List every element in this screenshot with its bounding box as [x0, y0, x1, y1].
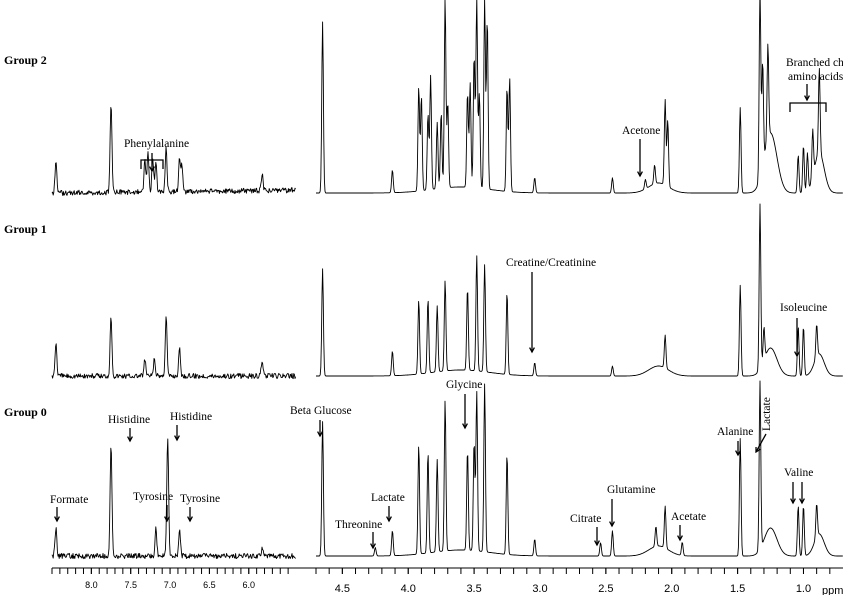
x-tick-label: 6.0	[243, 580, 256, 590]
x-axis: 8.0 7.5 7.0 6.5 6.0 4.5 4.0 3.5 3.0 2.5 2.0 1.5 1.0 …	[51, 567, 843, 595]
spectrum-group-0-left	[51, 438, 296, 560]
annotation-arrowhead	[370, 543, 376, 550]
x-tick-label: 1.0	[796, 583, 811, 595]
annotation-acetate: Acetate	[671, 511, 706, 523]
x-axis-ticks: 8.0 7.5 7.0 6.5 6.0 4.5 4.0 3.5 3.0 2.5 2.0 1.5 1.0	[51, 568, 831, 595]
annotation-arrowhead	[149, 166, 155, 173]
annotation-arrowhead	[799, 498, 805, 505]
annotation-arrowhead	[755, 446, 761, 454]
annotation-arrowhead	[462, 423, 468, 430]
x-tick-label: 8.0	[85, 580, 98, 590]
x-axis-unit: ppm	[822, 585, 843, 595]
annotation-valine: Valine	[784, 467, 813, 479]
annotation-arrowhead	[794, 351, 800, 358]
x-tick-label: 2.0	[664, 583, 679, 595]
annotation-isoleucine: Isoleucine	[780, 302, 827, 314]
x-tick-label: 1.5	[730, 583, 745, 595]
annotation-phenylalanine: Phenylalanine	[124, 138, 189, 150]
annotation-bracket	[789, 102, 827, 112]
annotation-arrowhead	[529, 347, 535, 354]
annotation-arrowhead	[609, 521, 615, 528]
annotation-arrowhead	[804, 95, 810, 102]
annotation-citrate: Citrate	[570, 513, 601, 525]
annotation-arrowhead	[735, 450, 741, 457]
annotation-formate: Formate	[50, 494, 88, 506]
annotation-branched-chain: Branched chain	[786, 57, 843, 69]
annotation-beta-glucose: Beta Glucose	[290, 405, 352, 417]
x-tick-label: 6.5	[203, 580, 216, 590]
annotation-arrowhead	[677, 535, 683, 542]
annotation-arrowhead	[164, 516, 170, 523]
group-0-label: Group 0	[4, 405, 47, 419]
annotation-threonine: Threonine	[335, 519, 382, 531]
spectrum-group-1-right	[316, 203, 843, 377]
spectra-layer	[51, 0, 843, 560]
annotation-arrowhead	[187, 516, 193, 523]
annotation-histidine-1: Histidine	[108, 414, 150, 426]
annotation-lactate-2: Lactate	[761, 397, 773, 431]
annotation-glutamine: Glutamine	[607, 484, 656, 496]
x-tick-label: 3.5	[466, 583, 481, 595]
annotation-tyrosine-2: Tyrosine	[180, 493, 220, 505]
annotation-tyrosine-1: Tyrosine	[133, 491, 173, 503]
x-tick-label: 4.5	[335, 583, 350, 595]
annotation-lactate-1: Lactate	[371, 492, 405, 504]
annotation-creatine-creatinine: Creatine/Creatinine	[506, 257, 596, 269]
spectrum-group-0-right	[316, 380, 843, 557]
x-tick-label: 3.0	[532, 583, 547, 595]
spectrum-group-2-right	[316, 0, 843, 194]
annotation-arrowhead	[594, 540, 600, 547]
annotation-arrow-shaft	[755, 433, 767, 453]
annotation-arrowhead	[54, 516, 60, 523]
annotation-glycine: Glycine	[446, 379, 482, 391]
x-tick-label: 7.0	[164, 580, 177, 590]
annotation-bracket	[140, 159, 164, 169]
annotation-alanine: Alanine	[717, 426, 753, 438]
x-tick-label: 7.5	[124, 580, 137, 590]
annotation-layer: Phenylalanine Acetone Branched chain ami…	[50, 57, 843, 550]
group-2-label: Group 2	[4, 53, 47, 67]
annotation-arrowhead	[174, 435, 180, 442]
annotation-arrowhead	[127, 436, 133, 443]
annotation-amino-acids: amino acids	[788, 71, 843, 83]
spectrum-group-1-left	[51, 316, 297, 380]
annotation-arrowhead	[386, 516, 392, 523]
x-tick-label: 2.5	[598, 583, 613, 595]
annotation-acetone: Acetone	[622, 125, 660, 137]
annotation-histidine-2: Histidine	[170, 411, 212, 423]
spectrum-group-2-left	[51, 107, 296, 196]
annotation-arrowhead	[317, 431, 323, 438]
annotation-arrowhead	[790, 498, 796, 505]
annotation-arrowhead	[637, 171, 643, 178]
x-tick-label: 4.0	[401, 583, 416, 595]
group-1-label: Group 1	[4, 222, 47, 236]
